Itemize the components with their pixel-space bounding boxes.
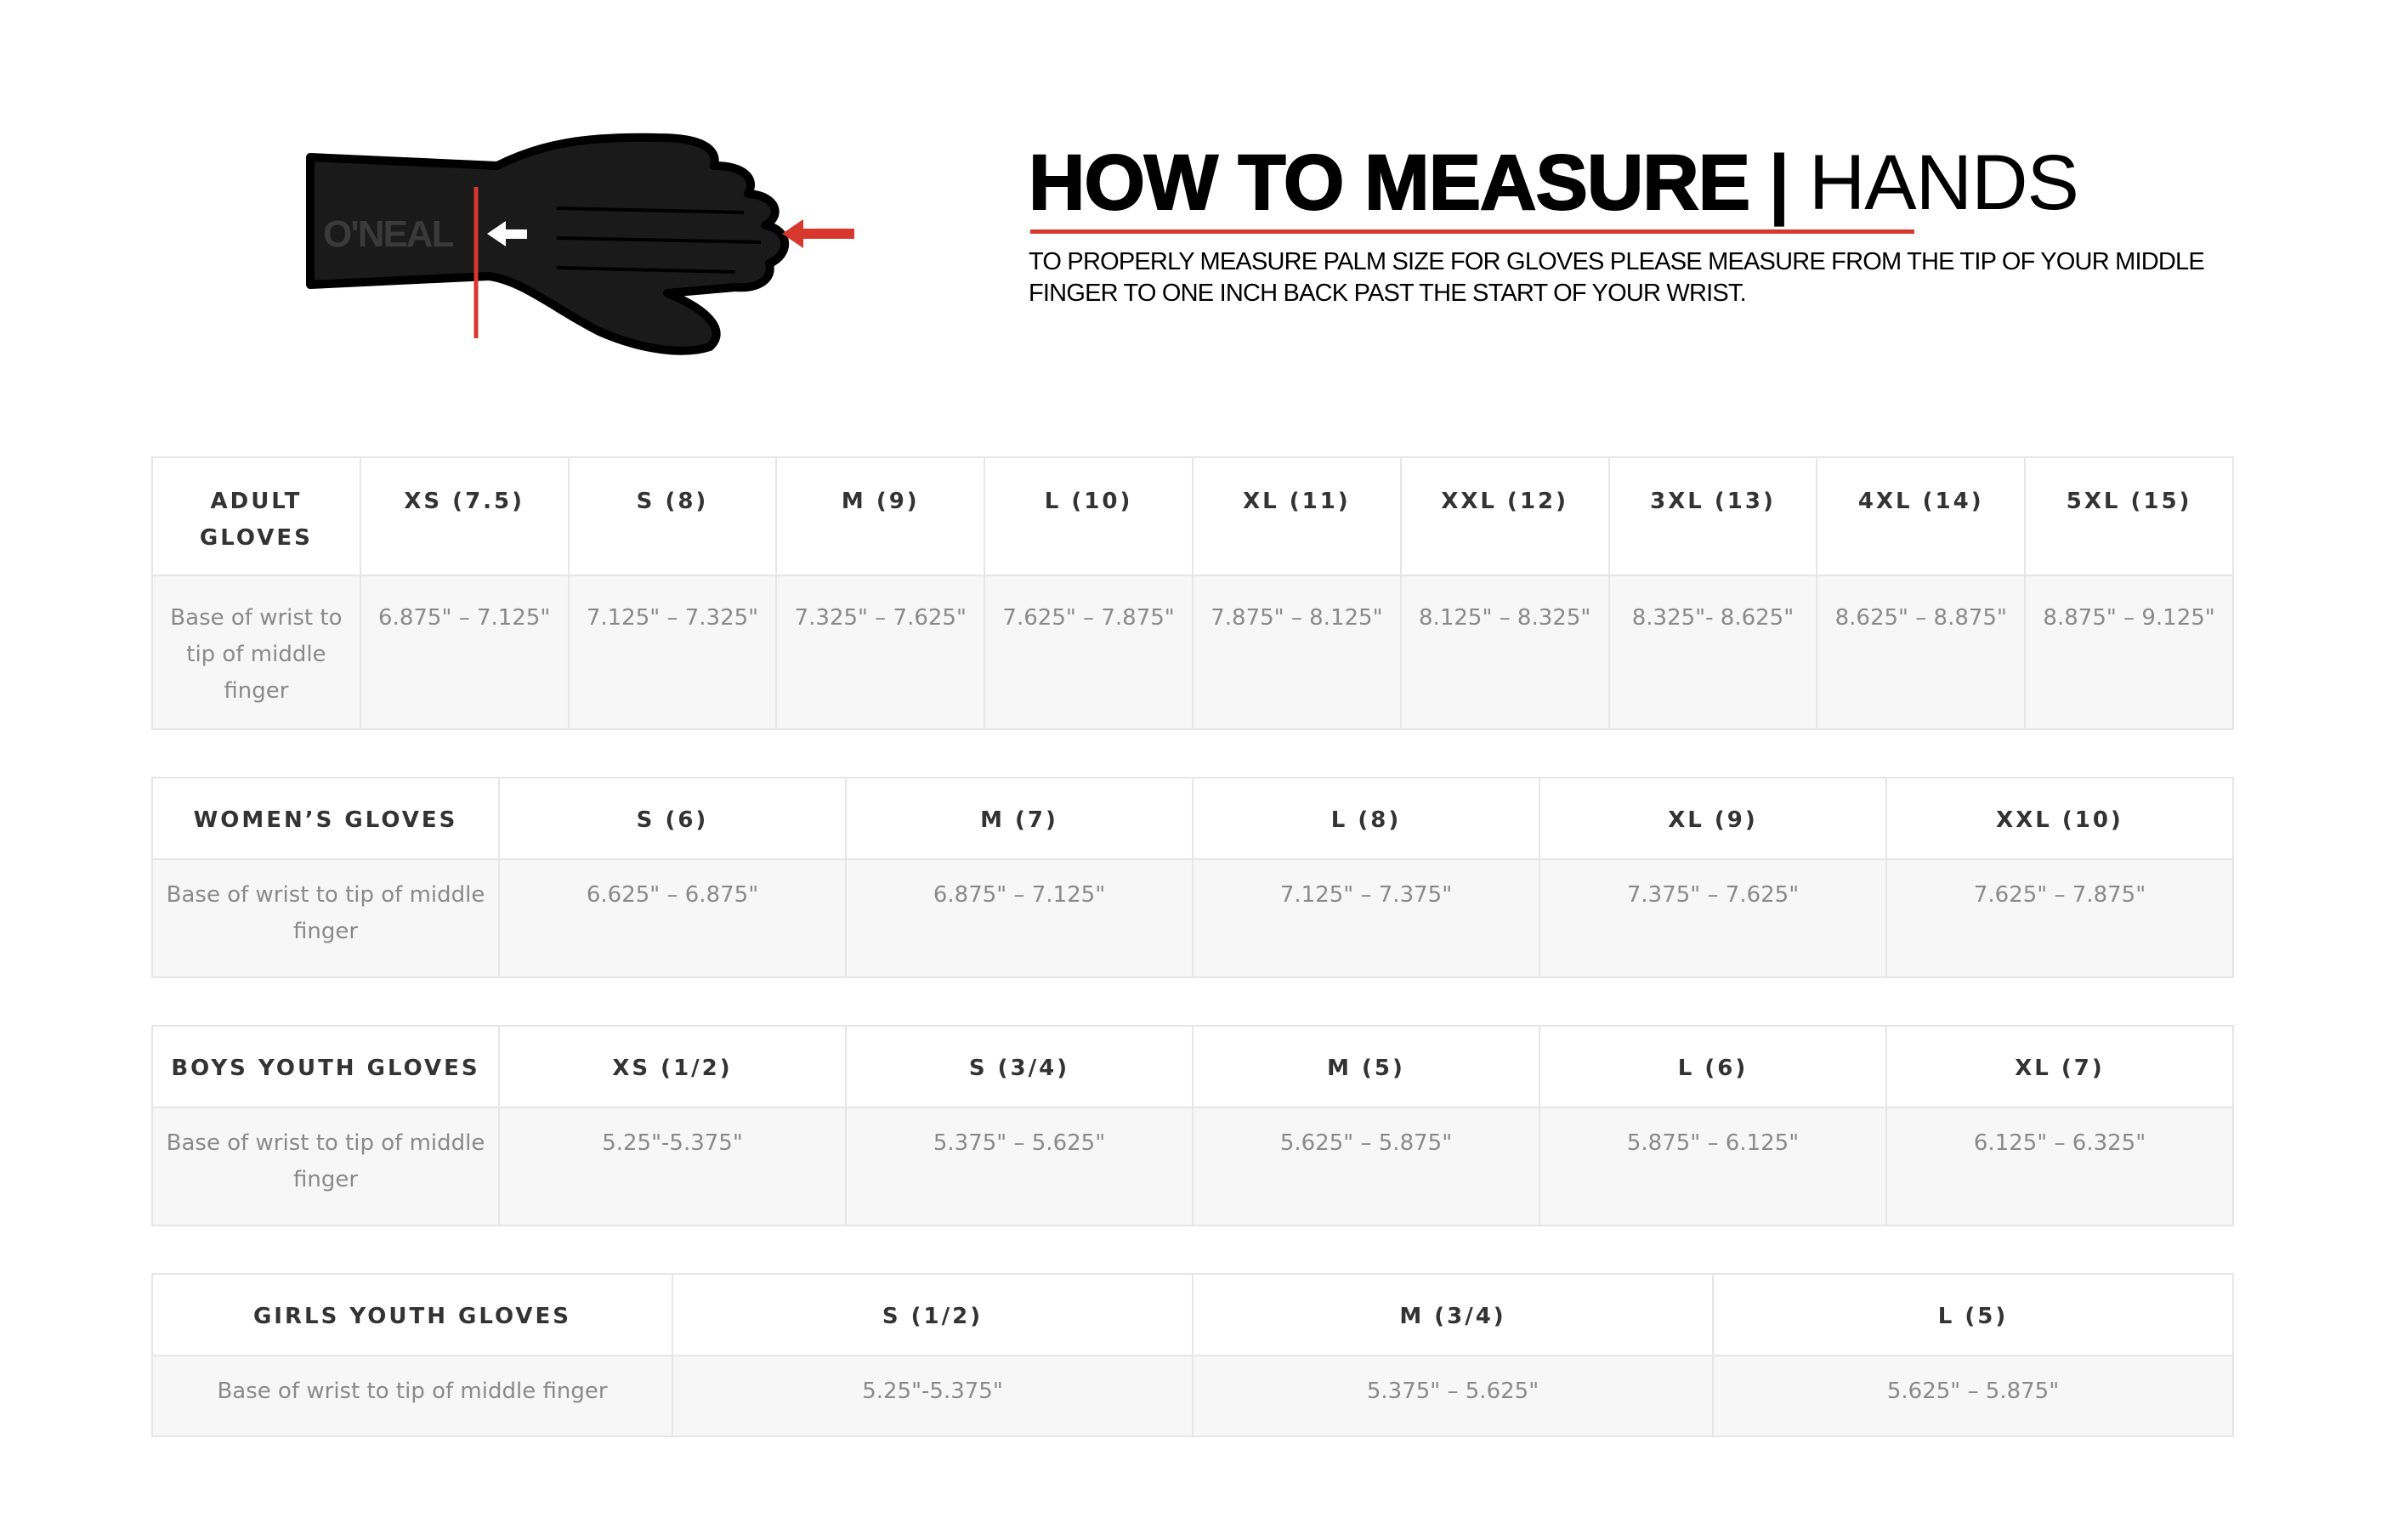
title-underline (1030, 229, 1914, 234)
size-header-cell: 4XL (14) (1816, 456, 2027, 576)
size-header-cell: XL (9) (1539, 777, 1887, 860)
table-title-cell: WOMEN’S GLOVES (151, 777, 500, 860)
measurement-cell: 8.325"- 8.625" (1607, 575, 1818, 730)
size-header-cell: XS (7.5) (359, 456, 570, 576)
measurement-cell: 5.625" – 5.875" (1192, 1107, 1540, 1226)
size-header-cell: M (3/4) (1192, 1273, 1714, 1356)
size-header-cell: S (6) (498, 777, 847, 860)
measurement-cell: 6.625" – 6.875" (498, 858, 847, 978)
arrow-left-icon (782, 219, 854, 248)
size-header-cell: M (5) (1192, 1025, 1540, 1108)
size-header-cell: L (6) (1539, 1025, 1887, 1108)
size-header-cell: M (9) (775, 456, 986, 576)
measurement-label-cell: Base of wrist to tip of middle finger (151, 1355, 673, 1437)
measurement-cell: 7.625" – 7.875" (984, 575, 1194, 730)
size-header-cell: L (5) (1712, 1273, 2234, 1356)
table-header-row: GIRLS YOUTH GLOVES S (1/2) M (3/4) L (5) (151, 1273, 2234, 1356)
measurement-cell: 5.875" – 6.125" (1539, 1107, 1887, 1226)
oneal-logo: O'NEAL (323, 213, 454, 255)
arrow-left-icon (487, 221, 527, 246)
measurement-cell: 7.875" – 8.125" (1191, 575, 1402, 730)
size-header-cell: L (10) (984, 456, 1194, 576)
measurement-cell: 5.25"-5.375" (498, 1107, 847, 1226)
measurement-cell: 8.875" – 9.125" (2024, 575, 2234, 730)
title-light: HANDS (1808, 139, 2079, 226)
size-header-cell: XXL (12) (1399, 456, 1610, 576)
measurement-cell: 6.875" – 7.125" (359, 575, 570, 730)
table-header-row: BOYS YOUTH GLOVES XS (1/2) S (3/4) M (5) L (… (151, 1025, 2234, 1108)
measurement-cell: 7.325" – 7.625" (775, 575, 986, 730)
measurement-cell: 6.875" – 7.125" (845, 858, 1194, 978)
glove-shape (306, 133, 790, 355)
size-header-cell: 5XL (15) (2024, 456, 2234, 576)
measurement-cell: 8.625" – 8.875" (1816, 575, 2027, 730)
measurement-label-cell: Base of wrist to tip of middle finger (151, 858, 500, 978)
title-separator: | (1768, 139, 1790, 226)
title-bold: HOW TO MEASURE (1028, 139, 1751, 227)
girls-youth-gloves-table: GIRLS YOUTH GLOVES S (1/2) M (3/4) L (5) Bas… (151, 1273, 2234, 1437)
table-header-row: WOMEN’S GLOVES S (6) M (7) L (8) XL (9) XXL (… (151, 777, 2234, 860)
size-header-cell: M (7) (845, 777, 1194, 860)
measurement-cell: 5.25"-5.375" (672, 1355, 1194, 1437)
measurement-cell: 7.125" – 7.375" (1192, 858, 1540, 978)
measurement-cell: 6.125" – 6.325" (1885, 1107, 2234, 1226)
measurement-label-cell: Base of wrist to tip of middle finger (151, 1107, 500, 1226)
table-title-cell: BOYS YOUTH GLOVES (151, 1025, 500, 1108)
glove-measure-illustration: O'NEAL (306, 133, 854, 355)
size-header-cell: XL (11) (1191, 456, 1402, 576)
size-header-cell: XXL (10) (1885, 777, 2234, 860)
adult-gloves-table: ADULT GLOVES XS (7.5) S (8) M (9) L (10) XL (… (151, 456, 2234, 730)
table-title-cell: ADULT GLOVES (151, 456, 361, 576)
table-row: Base of wrist to tip of middle finger 6.6… (151, 858, 2234, 978)
measurement-cell: 5.625" – 5.875" (1712, 1355, 2234, 1437)
table-row: Base of wrist to tip of middle finger 5.2… (151, 1355, 2234, 1437)
measurement-cell: 7.625" – 7.875" (1885, 858, 2234, 978)
measurement-label-cell: Base of wrist to tip of middle finger (151, 575, 361, 730)
measure-instructions: TO PROPERLY MEASURE PALM SIZE FOR GLOVES… (1029, 248, 2205, 307)
size-header-cell: S (1/2) (672, 1273, 1194, 1356)
measurement-cell: 7.375" – 7.625" (1539, 858, 1887, 978)
size-header-cell: XL (7) (1885, 1025, 2234, 1108)
measurement-cell: 7.125" – 7.325" (567, 575, 778, 730)
size-header-cell: 3XL (13) (1607, 456, 1818, 576)
measurement-cell: 8.125" – 8.325" (1399, 575, 1610, 730)
boys-youth-gloves-table: BOYS YOUTH GLOVES XS (1/2) S (3/4) M (5) L (… (151, 1025, 2234, 1226)
size-header-cell: S (3/4) (845, 1025, 1194, 1108)
table-title-cell: GIRLS YOUTH GLOVES (151, 1273, 673, 1356)
size-header-cell: L (8) (1192, 777, 1540, 860)
measurement-cell: 5.375" – 5.625" (1192, 1355, 1714, 1437)
page-title: HOW TO MEASURE | HANDS (1028, 136, 2079, 229)
size-header-cell: S (8) (567, 456, 778, 576)
table-header-row: ADULT GLOVES XS (7.5) S (8) M (9) L (10) XL (… (151, 456, 2234, 576)
finger-line (556, 207, 762, 274)
table-row: Base of wrist to tip of middle finger 6.8… (151, 575, 2234, 730)
measurement-cell: 5.375" – 5.625" (845, 1107, 1194, 1226)
womens-gloves-table: WOMEN’S GLOVES S (6) M (7) L (8) XL (9) XXL (… (151, 777, 2234, 978)
size-header-cell: XS (1/2) (498, 1025, 847, 1108)
table-row: Base of wrist to tip of middle finger 5.2… (151, 1107, 2234, 1226)
